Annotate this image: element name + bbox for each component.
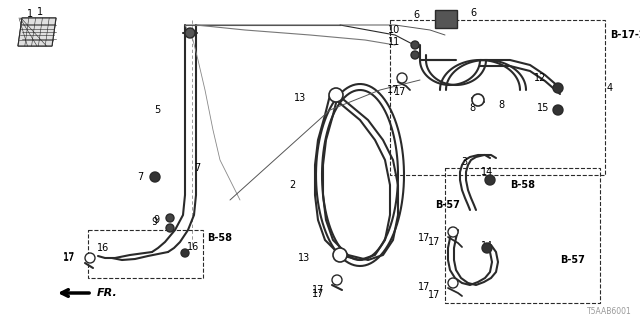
Circle shape bbox=[166, 214, 174, 222]
Text: 11: 11 bbox=[388, 37, 400, 47]
Circle shape bbox=[411, 41, 419, 49]
Text: B-17-20: B-17-20 bbox=[610, 30, 640, 40]
Text: 9: 9 bbox=[154, 215, 160, 225]
Text: 17: 17 bbox=[418, 282, 430, 292]
Text: B-58: B-58 bbox=[510, 180, 535, 190]
Text: 1: 1 bbox=[27, 9, 33, 19]
Text: 6: 6 bbox=[413, 10, 419, 20]
Bar bbox=[435, 10, 457, 28]
Text: 5: 5 bbox=[154, 105, 160, 115]
Text: 17: 17 bbox=[63, 252, 75, 262]
Text: FR.: FR. bbox=[97, 288, 118, 298]
Circle shape bbox=[150, 172, 160, 182]
Circle shape bbox=[472, 94, 484, 106]
Bar bbox=[88, 230, 203, 278]
Text: 8: 8 bbox=[498, 100, 504, 110]
Text: 2: 2 bbox=[289, 180, 295, 190]
Text: 16: 16 bbox=[97, 243, 109, 253]
Circle shape bbox=[397, 73, 407, 83]
Text: B-57: B-57 bbox=[560, 255, 585, 265]
Circle shape bbox=[166, 224, 174, 232]
Text: 17: 17 bbox=[428, 290, 440, 300]
Circle shape bbox=[482, 243, 492, 253]
Text: 16: 16 bbox=[187, 242, 199, 252]
Text: B-58: B-58 bbox=[207, 233, 232, 243]
Text: T5AAB6001: T5AAB6001 bbox=[588, 307, 632, 316]
Text: 17: 17 bbox=[312, 285, 324, 295]
Text: 14: 14 bbox=[481, 241, 493, 251]
Text: 14: 14 bbox=[481, 167, 493, 177]
Text: 13: 13 bbox=[294, 93, 306, 103]
Polygon shape bbox=[18, 18, 56, 46]
Text: 1: 1 bbox=[37, 7, 43, 17]
Text: 17: 17 bbox=[312, 289, 324, 299]
Circle shape bbox=[85, 253, 95, 263]
Text: 10: 10 bbox=[388, 25, 400, 35]
Text: 12: 12 bbox=[534, 73, 546, 83]
Text: 17: 17 bbox=[394, 87, 406, 97]
Text: 17: 17 bbox=[428, 237, 440, 247]
Text: 6: 6 bbox=[470, 8, 476, 18]
Text: 17: 17 bbox=[63, 253, 75, 263]
Circle shape bbox=[411, 51, 419, 59]
Circle shape bbox=[448, 278, 458, 288]
Polygon shape bbox=[18, 18, 56, 46]
Bar bbox=[390, 20, 605, 175]
Circle shape bbox=[329, 88, 343, 102]
Circle shape bbox=[553, 83, 563, 93]
Text: 17: 17 bbox=[418, 233, 430, 243]
Text: B-57: B-57 bbox=[435, 200, 460, 210]
Text: 3: 3 bbox=[461, 157, 467, 167]
Bar bbox=[445, 168, 600, 303]
Text: 4: 4 bbox=[607, 83, 613, 93]
Text: 7: 7 bbox=[194, 163, 200, 173]
Text: 15: 15 bbox=[537, 103, 549, 113]
Circle shape bbox=[333, 248, 347, 262]
Circle shape bbox=[485, 175, 495, 185]
Text: 7: 7 bbox=[137, 172, 143, 182]
Text: 8: 8 bbox=[469, 103, 475, 113]
Circle shape bbox=[553, 105, 563, 115]
Circle shape bbox=[185, 28, 195, 38]
Text: 17: 17 bbox=[387, 85, 399, 95]
Circle shape bbox=[332, 275, 342, 285]
Circle shape bbox=[448, 227, 458, 237]
Circle shape bbox=[181, 249, 189, 257]
Text: 9: 9 bbox=[151, 217, 157, 227]
Text: 13: 13 bbox=[298, 253, 310, 263]
